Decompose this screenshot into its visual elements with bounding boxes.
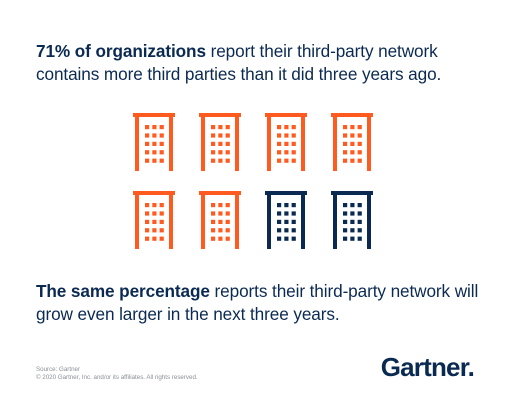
headline-bottom: The same percentage reports their third-… (36, 280, 486, 326)
gartner-logo: Gartner. (380, 352, 475, 382)
headline-bottom-rest: reports their third-party network will g… (36, 281, 479, 324)
building-icon-8 (331, 191, 373, 249)
headline-top: 71% of organizations report their third-… (36, 40, 486, 86)
building-icon-5 (133, 191, 175, 249)
footer-copyright: © 2020 Gartner, Inc. and/or its affiliat… (36, 374, 198, 381)
building-icon-7 (265, 191, 307, 249)
building-icon-6 (199, 191, 241, 249)
building-icon-4 (331, 113, 373, 171)
building-icon-1 (133, 113, 175, 171)
building-icon-3 (265, 113, 307, 171)
headline-top-bold: 71% of organizations (36, 41, 206, 61)
footer: Source: Gartner © 2020 Gartner, Inc. and… (36, 366, 198, 382)
headline-top-rest: report their third-party network contain… (36, 41, 442, 84)
headline-bottom-bold: The same percentage (36, 281, 210, 301)
building-icon-2 (199, 113, 241, 171)
footer-source: Source: Gartner (36, 366, 81, 373)
